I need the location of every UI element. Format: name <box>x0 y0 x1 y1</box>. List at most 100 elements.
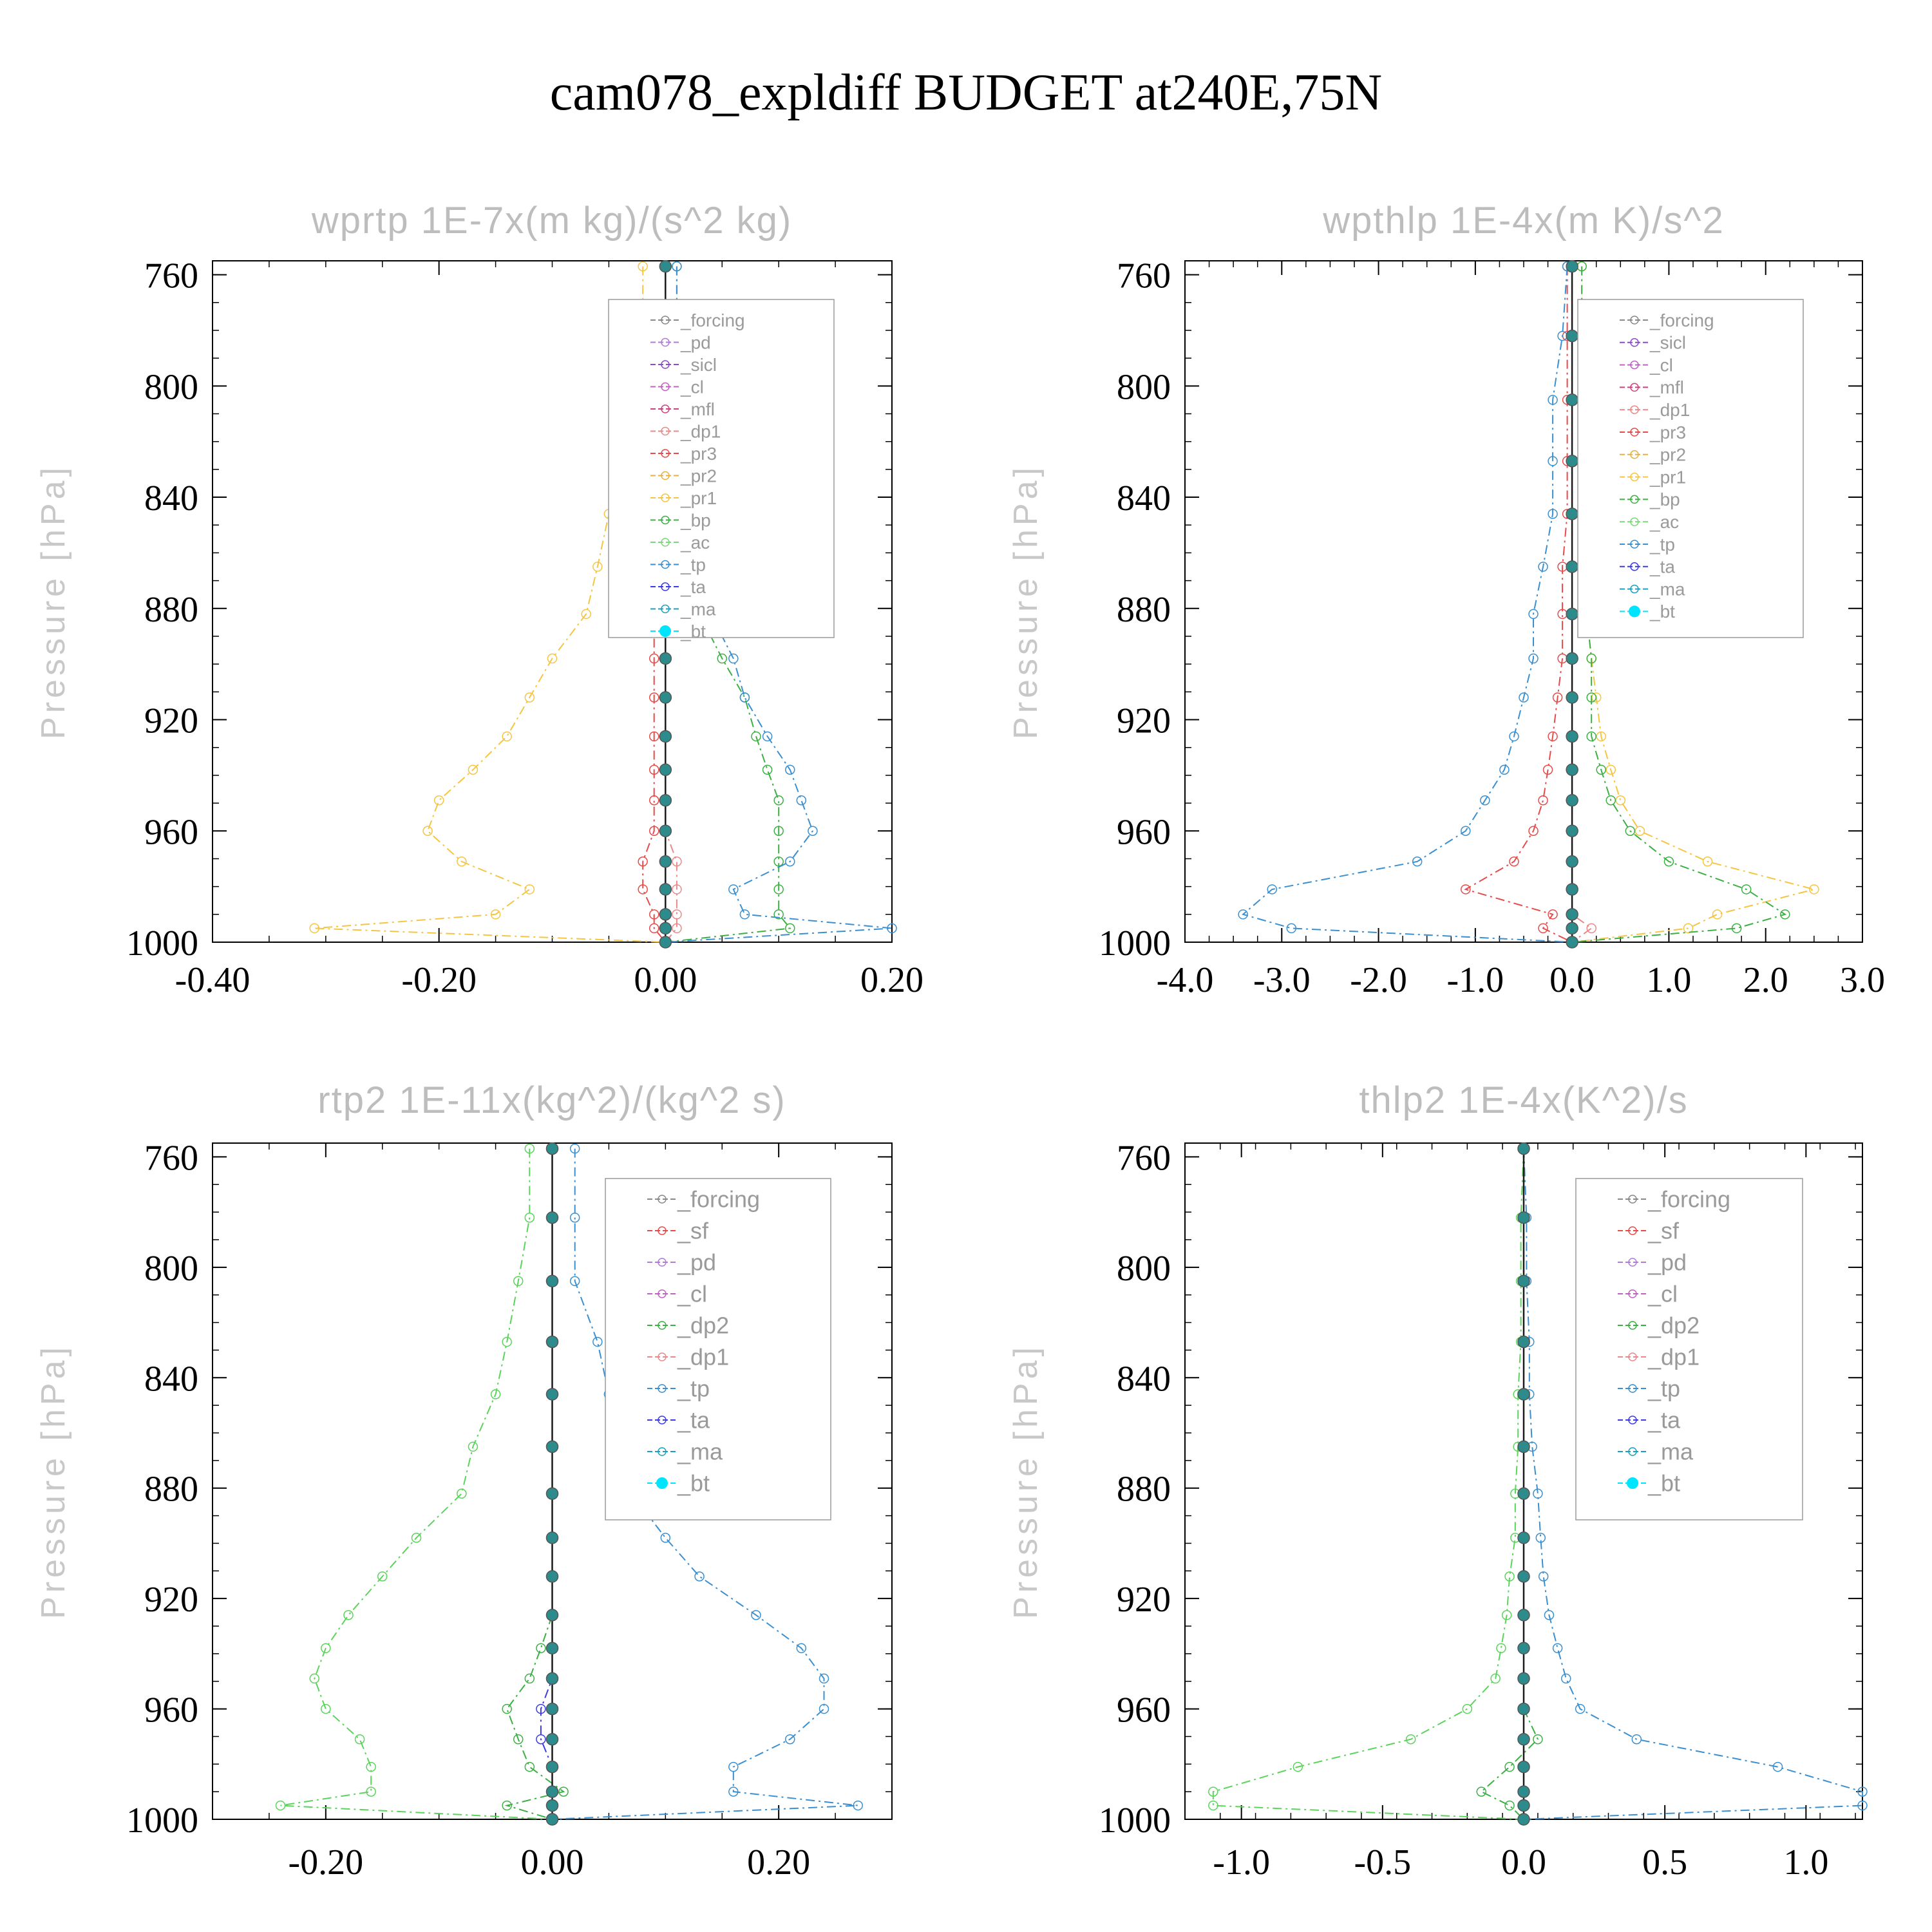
data-point <box>354 1734 365 1745</box>
data-point <box>1462 1703 1473 1714</box>
data-point <box>490 909 501 920</box>
data-point <box>468 1441 478 1452</box>
legend-marker <box>661 493 670 502</box>
data-point <box>1857 1800 1868 1811</box>
data-point <box>785 1734 795 1745</box>
legend-marker <box>1630 338 1639 347</box>
legend-label: _cl <box>680 377 704 397</box>
legend-marker <box>658 1226 667 1235</box>
legend-item: _bp <box>1620 489 1680 509</box>
legend-item: _pd <box>650 332 711 352</box>
data-point <box>1586 731 1596 742</box>
y-tick-label: 880 <box>144 1470 198 1510</box>
data-point <box>1566 936 1578 949</box>
legend-marker <box>1630 562 1639 571</box>
data-point <box>1509 857 1519 867</box>
panel-title: wprtp 1E-7x(m kg)/(s^2 kg) <box>311 200 792 242</box>
legend-label: _bt <box>680 621 706 641</box>
legend-item: _cl <box>647 1281 707 1307</box>
data-point <box>773 909 784 920</box>
data-point <box>659 883 672 896</box>
data-point <box>1566 763 1578 777</box>
data-point <box>1405 1734 1416 1745</box>
legend-item: _bp <box>650 510 711 530</box>
legend-marker <box>1628 1258 1637 1267</box>
data-point <box>717 653 727 664</box>
data-point <box>649 764 659 775</box>
data-point <box>819 1673 829 1684</box>
legend-label: _ta <box>677 1407 710 1434</box>
data-point <box>659 908 672 921</box>
legend-marker <box>1630 540 1639 549</box>
data-point <box>762 731 773 742</box>
data-point <box>1772 1761 1783 1772</box>
data-point <box>672 884 682 895</box>
data-point <box>1490 1673 1501 1684</box>
data-point <box>1548 395 1558 405</box>
data-point <box>1548 909 1558 920</box>
legend-marker <box>1630 450 1639 459</box>
data-point <box>513 1734 524 1745</box>
x-tick-label: 0.20 <box>860 960 923 1000</box>
legend-label: _pr1 <box>680 488 717 508</box>
legend-label: _forcing <box>680 310 745 330</box>
data-point <box>1517 1813 1530 1826</box>
legend-label: _ta <box>1647 1407 1681 1434</box>
legend-marker <box>1627 1477 1638 1489</box>
data-point <box>1509 731 1519 742</box>
data-point <box>853 1800 863 1811</box>
legend-box <box>1575 1178 1803 1520</box>
y-tick-label: 920 <box>144 701 198 741</box>
legend-item: _dp1 <box>1620 400 1690 420</box>
legend-item: _forcing <box>1620 310 1714 330</box>
legend-marker <box>1628 1195 1637 1204</box>
data-point <box>545 1785 559 1798</box>
legend-marker <box>1628 1289 1637 1298</box>
data-point <box>1480 795 1490 806</box>
legend: _forcing _sf _pd _cl _dp2 _dp1 _tp _ta _ma _bt <box>1575 1178 1803 1520</box>
data-point <box>1517 1335 1530 1349</box>
legend-label: _bt <box>677 1470 710 1497</box>
series-line <box>1523 1148 1863 1820</box>
data-point <box>659 691 672 704</box>
legend-marker <box>661 582 670 591</box>
y-tick-label: 1000 <box>126 1801 198 1841</box>
legend-item: _forcing <box>650 310 745 330</box>
data-point <box>1548 456 1558 466</box>
data-point <box>1702 857 1713 867</box>
y-tick-label: 760 <box>1117 1138 1171 1178</box>
data-point <box>796 1643 807 1654</box>
data-point <box>728 1786 739 1797</box>
data-point <box>649 653 659 664</box>
data-point <box>1544 1610 1555 1620</box>
legend-label: _bt <box>1647 1470 1680 1497</box>
y-tick-label: 760 <box>144 1138 198 1178</box>
data-point <box>728 884 739 895</box>
legend-label: _pr3 <box>680 444 717 464</box>
x-tick-label: -1.0 <box>1447 960 1504 1000</box>
legend-item: _pr1 <box>650 488 717 508</box>
y-tick-label: 960 <box>144 812 198 852</box>
x-tick-label: 0.0 <box>1501 1842 1546 1882</box>
data-point <box>1496 1643 1506 1654</box>
legend-marker <box>661 560 670 569</box>
x-tick-label: -2.0 <box>1350 960 1407 1000</box>
legend-label: _dp2 <box>677 1312 729 1339</box>
data-point <box>1542 764 1553 775</box>
legend-marker <box>661 449 670 458</box>
data-point <box>1683 923 1694 934</box>
data-point <box>1238 909 1248 920</box>
legend-marker <box>658 1289 667 1298</box>
legend-item: _dp1 <box>650 421 721 441</box>
series-line <box>1572 266 1787 943</box>
chart-panel-2: wpthlp 1E-4x(m K)/s^2 Pressure [hPa] 760 80… <box>1007 200 1885 1000</box>
x-tick-label: 1.0 <box>1646 960 1691 1000</box>
legend-marker <box>1630 316 1639 325</box>
data-point <box>545 1531 559 1544</box>
legend-marker <box>1630 405 1639 414</box>
data-point <box>1548 509 1558 519</box>
legend-marker <box>1628 1226 1637 1235</box>
legend-item: _sf <box>647 1218 709 1244</box>
data-point <box>1538 1571 1549 1582</box>
